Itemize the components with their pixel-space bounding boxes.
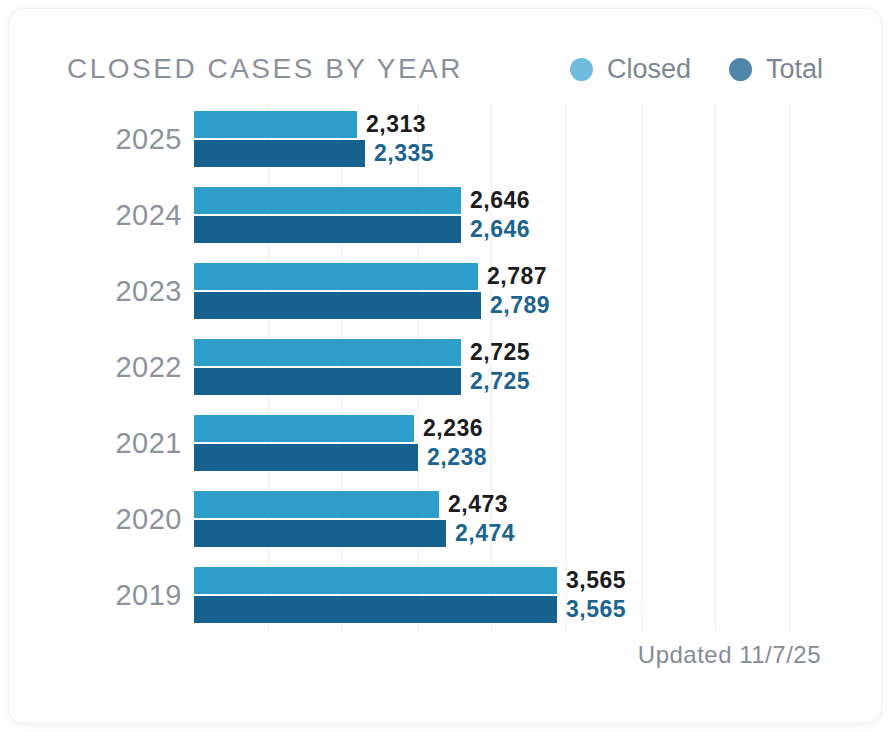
bar-closed[interactable] <box>194 491 439 518</box>
bar-total[interactable] <box>194 216 461 243</box>
bar-group: 2,236 2,238 <box>194 413 881 473</box>
bar-total[interactable] <box>194 444 418 471</box>
total-bar-line: 2,335 <box>194 140 881 167</box>
legend-dot-closed-icon <box>570 58 593 81</box>
bar-total[interactable] <box>194 520 446 547</box>
bar-total[interactable] <box>194 292 481 319</box>
closed-bar-line: 2,787 <box>194 263 881 290</box>
year-label: 2020 <box>9 503 194 536</box>
chart-row: 2020 2,473 2,474 <box>9 481 881 557</box>
bar-group: 2,473 2,474 <box>194 489 881 549</box>
value-label-closed: 2,236 <box>423 415 483 442</box>
chart-row: 2023 2,787 2,789 <box>9 253 881 329</box>
footer-updated: Updated 11/7/25 <box>9 641 881 669</box>
bar-closed[interactable] <box>194 339 461 366</box>
value-label-total: 3,565 <box>566 596 626 623</box>
closed-bar-line: 3,565 <box>194 567 881 594</box>
chart-card: CLOSED CASES BY YEAR Closed Total 2025 2… <box>8 8 882 724</box>
bar-group: 2,313 2,335 <box>194 109 881 169</box>
year-label: 2023 <box>9 275 194 308</box>
closed-bar-line: 2,313 <box>194 111 881 138</box>
value-label-total: 2,238 <box>427 444 487 471</box>
legend: Closed Total <box>570 54 823 85</box>
year-label: 2021 <box>9 427 194 460</box>
chart-row: 2021 2,236 2,238 <box>9 405 881 481</box>
total-bar-line: 2,789 <box>194 292 881 319</box>
value-label-closed: 2,725 <box>470 339 530 366</box>
chart-title: CLOSED CASES BY YEAR <box>67 53 463 85</box>
bar-closed[interactable] <box>194 263 478 290</box>
bar-closed[interactable] <box>194 415 414 442</box>
closed-bar-line: 2,236 <box>194 415 881 442</box>
value-label-closed: 2,787 <box>487 263 547 290</box>
value-label-closed: 2,473 <box>448 491 508 518</box>
chart-rows: 2025 2,313 2,335 2024 2,646 2,646 <box>9 101 881 633</box>
year-label: 2025 <box>9 123 194 156</box>
year-label: 2024 <box>9 199 194 232</box>
chart-header: CLOSED CASES BY YEAR Closed Total <box>9 9 881 85</box>
closed-bar-line: 2,473 <box>194 491 881 518</box>
year-label: 2019 <box>9 579 194 612</box>
bar-closed[interactable] <box>194 567 557 594</box>
chart-row: 2019 3,565 3,565 <box>9 557 881 633</box>
bar-group: 2,646 2,646 <box>194 185 881 245</box>
value-label-total: 2,789 <box>490 292 550 319</box>
total-bar-line: 2,474 <box>194 520 881 547</box>
value-label-total: 2,335 <box>374 140 434 167</box>
chart-row: 2025 2,313 2,335 <box>9 101 881 177</box>
legend-item-total[interactable]: Total <box>729 54 823 85</box>
value-label-closed: 2,313 <box>366 111 426 138</box>
bar-closed[interactable] <box>194 187 461 214</box>
bar-total[interactable] <box>194 596 557 623</box>
value-label-closed: 3,565 <box>566 567 626 594</box>
value-label-total: 2,725 <box>470 368 530 395</box>
bar-group: 2,787 2,789 <box>194 261 881 321</box>
bar-total[interactable] <box>194 368 461 395</box>
chart-row: 2024 2,646 2,646 <box>9 177 881 253</box>
year-label: 2022 <box>9 351 194 384</box>
legend-label-closed: Closed <box>607 54 691 85</box>
bar-group: 2,725 2,725 <box>194 337 881 397</box>
value-label-total: 2,474 <box>455 520 515 547</box>
total-bar-line: 2,725 <box>194 368 881 395</box>
total-bar-line: 2,646 <box>194 216 881 243</box>
closed-bar-line: 2,646 <box>194 187 881 214</box>
value-label-closed: 2,646 <box>470 187 530 214</box>
bar-group: 3,565 3,565 <box>194 565 881 625</box>
chart-row: 2022 2,725 2,725 <box>9 329 881 405</box>
legend-label-total: Total <box>766 54 823 85</box>
value-label-total: 2,646 <box>470 216 530 243</box>
bar-chart: 2025 2,313 2,335 2024 2,646 2,646 <box>9 101 881 633</box>
total-bar-line: 2,238 <box>194 444 881 471</box>
legend-item-closed[interactable]: Closed <box>570 54 691 85</box>
closed-bar-line: 2,725 <box>194 339 881 366</box>
bar-closed[interactable] <box>194 111 357 138</box>
bar-total[interactable] <box>194 140 365 167</box>
legend-dot-total-icon <box>729 58 752 81</box>
total-bar-line: 3,565 <box>194 596 881 623</box>
